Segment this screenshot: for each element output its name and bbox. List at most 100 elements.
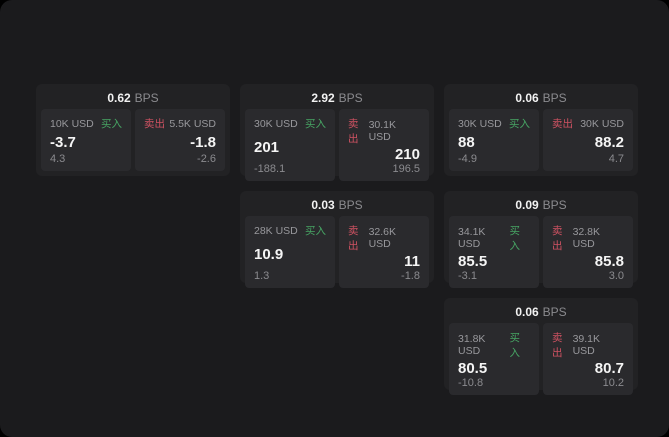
buy-price: 201 (254, 138, 280, 156)
bps-value: 0.06 (515, 91, 539, 105)
buy-amount-label: 30K USD (458, 117, 502, 130)
sell-quote-panel[interactable]: 卖出 30.1K USD 210 196.5 (339, 109, 429, 181)
buy-price: 88 (458, 133, 475, 151)
buy-quote-panel[interactable]: 30K USD 买入 88 -4.9 (449, 109, 539, 171)
bps-header: 2.92 BPS (245, 88, 429, 109)
sell-price: 80.7 (594, 360, 624, 377)
bps-header: 0.06 BPS (449, 88, 633, 109)
quote-card: 0.06 BPS 31.8K USD 买入 80.5 -10.8 卖出 39.1… (444, 298, 638, 395)
sell-price: -1.8 (190, 133, 216, 151)
bps-unit-label: BPS (134, 91, 159, 105)
sell-price: 11 (404, 253, 420, 270)
sell-panel-header: 卖出 30K USD (552, 116, 624, 131)
sell-amount-label: 30K USD (580, 117, 624, 130)
quote-card: 0.06 BPS 30K USD 买入 88 -4.9 卖出 30K USD 8… (444, 84, 638, 176)
sell-panel-header: 卖出 32.8K USD (552, 223, 624, 253)
sell-panel-header: 卖出 32.6K USD (348, 223, 420, 253)
bps-value: 0.09 (515, 198, 539, 212)
buy-side-tag: 买入 (509, 332, 520, 359)
sell-quote-panel[interactable]: 卖出 39.1K USD 80.7 10.2 (543, 323, 633, 395)
buy-quote-panel[interactable]: 28K USD 买入 10.9 1.3 (245, 216, 335, 288)
buy-price: 10.9 (254, 245, 284, 263)
sell-side-tag: 卖出 (348, 225, 359, 252)
quote-cards-grid: 0.62 BPS 10K USD 买入 -3.7 4.3 卖出 5.5K USD… (36, 84, 638, 395)
bps-value: 2.92 (311, 91, 335, 105)
sell-panel-header: 卖出 39.1K USD (552, 330, 624, 360)
buy-price: -3.7 (50, 133, 76, 151)
buy-amount-label: 34.1K USD (458, 226, 486, 250)
sell-delta: 10.2 (602, 377, 624, 389)
sell-quote-panel[interactable]: 卖出 5.5K USD -1.8 -2.6 (135, 109, 225, 171)
bps-unit-label: BPS (338, 91, 363, 105)
sell-amount-label: 32.6K USD (368, 226, 397, 250)
buy-quote-panel[interactable]: 10K USD 买入 -3.7 4.3 (41, 109, 131, 171)
buy-panel-header: 31.8K USD 买入 (458, 330, 530, 360)
buy-amount-label: 30K USD (254, 117, 298, 130)
bps-header: 0.03 BPS (245, 195, 429, 216)
buy-panel-header: 30K USD 买入 (458, 116, 530, 131)
sell-side-tag: 卖出 (552, 332, 563, 359)
buy-delta: -10.8 (458, 377, 484, 389)
buy-panel-header: 28K USD 买入 (254, 223, 326, 238)
quote-card: 0.09 BPS 34.1K USD 买入 85.5 -3.1 卖出 32.8K… (444, 191, 638, 288)
buy-quote-panel[interactable]: 30K USD 买入 201 -188.1 (245, 109, 335, 181)
sell-quote-panel[interactable]: 卖出 32.8K USD 85.8 3.0 (543, 216, 633, 288)
buy-delta: 1.3 (254, 270, 270, 282)
bps-header: 0.06 BPS (449, 302, 633, 323)
buy-panel-header: 34.1K USD 买入 (458, 223, 530, 253)
buy-quote-panel[interactable]: 31.8K USD 买入 80.5 -10.8 (449, 323, 539, 395)
sell-amount-label: 39.1K USD (572, 333, 601, 357)
sell-amount-label: 5.5K USD (169, 117, 216, 130)
bps-unit-label: BPS (338, 198, 363, 212)
bps-header: 0.62 BPS (41, 88, 225, 109)
quote-card: 2.92 BPS 30K USD 买入 201 -188.1 卖出 30.1K … (240, 84, 434, 181)
quote-card-body: 34.1K USD 买入 85.5 -3.1 卖出 32.8K USD 85.8… (449, 216, 633, 288)
sell-side-tag: 卖出 (552, 225, 563, 252)
sell-delta: 3.0 (608, 270, 624, 282)
quote-card-body: 28K USD 买入 10.9 1.3 卖出 32.6K USD 11 -1.8 (245, 216, 429, 288)
sell-panel-header: 卖出 30.1K USD (348, 116, 420, 146)
quote-card: 0.62 BPS 10K USD 买入 -3.7 4.3 卖出 5.5K USD… (36, 84, 230, 176)
bps-value: 0.06 (515, 305, 539, 319)
buy-delta: 4.3 (50, 153, 66, 165)
buy-side-tag: 买入 (305, 225, 326, 237)
quote-card-body: 10K USD 买入 -3.7 4.3 卖出 5.5K USD -1.8 -2.… (41, 109, 225, 171)
buy-side-tag: 买入 (509, 118, 530, 130)
sell-side-tag: 卖出 (552, 118, 573, 130)
bps-value: 0.03 (311, 198, 335, 212)
buy-amount-label: 31.8K USD (458, 333, 486, 357)
quote-card: 0.03 BPS 28K USD 买入 10.9 1.3 卖出 32.6K US… (240, 191, 434, 288)
sell-amount-label: 30.1K USD (368, 119, 397, 143)
sell-side-tag: 卖出 (144, 118, 165, 130)
bps-unit-label: BPS (542, 198, 567, 212)
buy-price: 85.5 (458, 253, 488, 270)
sell-delta: -1.8 (401, 270, 420, 282)
buy-side-tag: 买入 (509, 225, 520, 252)
buy-amount-label: 28K USD (254, 224, 298, 237)
bps-unit-label: BPS (542, 305, 567, 319)
sell-price: 85.8 (594, 253, 624, 270)
sell-delta: 196.5 (392, 163, 420, 175)
sell-price: 88.2 (594, 133, 624, 151)
sell-quote-panel[interactable]: 卖出 30K USD 88.2 4.7 (543, 109, 633, 171)
sell-amount-label: 32.8K USD (572, 226, 601, 250)
sell-side-tag: 卖出 (348, 118, 359, 145)
bps-header: 0.09 BPS (449, 195, 633, 216)
buy-delta: -188.1 (254, 163, 286, 175)
bps-value: 0.62 (107, 91, 131, 105)
buy-quote-panel[interactable]: 34.1K USD 买入 85.5 -3.1 (449, 216, 539, 288)
quote-card-body: 31.8K USD 买入 80.5 -10.8 卖出 39.1K USD 80.… (449, 323, 633, 395)
buy-panel-header: 10K USD 买入 (50, 116, 122, 131)
sell-delta: 4.7 (608, 153, 624, 165)
quote-card-body: 30K USD 买入 88 -4.9 卖出 30K USD 88.2 4.7 (449, 109, 633, 171)
buy-amount-label: 10K USD (50, 117, 94, 130)
buy-panel-header: 30K USD 买入 (254, 116, 326, 131)
sell-quote-panel[interactable]: 卖出 32.6K USD 11 -1.8 (339, 216, 429, 288)
sell-price: 210 (394, 146, 420, 163)
buy-delta: -4.9 (458, 153, 477, 165)
quote-card-body: 30K USD 买入 201 -188.1 卖出 30.1K USD 210 1… (245, 109, 429, 181)
buy-side-tag: 买入 (305, 118, 326, 130)
buy-side-tag: 买入 (101, 118, 122, 130)
buy-delta: -3.1 (458, 270, 477, 282)
